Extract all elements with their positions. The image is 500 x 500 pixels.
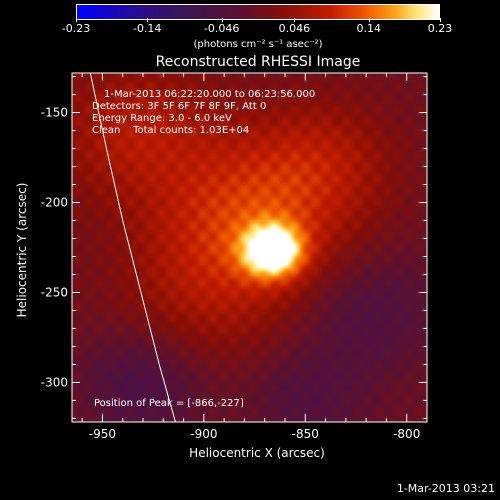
colorbar-tick-label: -0.14 — [132, 22, 162, 35]
colorbar-tick-label: 0.14 — [356, 22, 382, 35]
x-tick-label: -950 — [89, 427, 116, 441]
time-range-label: 1-Mar-2013 06:22:20.000 to 06:23:56.000 — [104, 89, 316, 100]
colorbar-tick-mark — [221, 18, 223, 22]
solar-limb-line — [89, 72, 176, 423]
peak-position-label: Position of Peak = [-866,-227] — [94, 398, 244, 409]
colorbar-tick-label: 0.23 — [427, 22, 453, 35]
colorbar-tick-mark — [294, 18, 296, 22]
y-tick-label: -300 — [41, 375, 68, 389]
colorbar-gradient — [76, 4, 440, 20]
colorbar-tick-mark — [147, 18, 149, 22]
colorbar — [76, 4, 440, 20]
x-tick-label: -900 — [190, 427, 217, 441]
chart-title: Reconstructed RHESSI Image — [155, 54, 361, 70]
heatmap-image — [72, 73, 427, 422]
clean-counts-label: Clean Total counts: 1.03E+04 — [92, 125, 250, 136]
colorbar-tick-label: -0.23 — [61, 22, 91, 35]
detectors-label: Detectors: 3F 5F 6F 7F 8F 9F, Att 0 — [92, 101, 267, 112]
energy-range-label: Energy Range: 3.0 - 6.0 keV — [92, 113, 232, 124]
y-axis-label: Heliocentric Y (arcsec) — [15, 182, 29, 318]
colorbar-tick-label: -0.046 — [203, 22, 240, 35]
y-tick-label: -150 — [41, 106, 68, 120]
colorbar-tick-mark — [368, 18, 370, 22]
colorbar-tick-label: 0.046 — [278, 22, 311, 35]
y-tick-label: -250 — [41, 285, 68, 299]
x-tick-label: -850 — [292, 427, 319, 441]
y-tick-label: -200 — [41, 196, 68, 210]
footer-date: 1-Mar-2013 03:21 — [396, 482, 495, 495]
colorbar-tick-mark — [440, 18, 441, 22]
x-axis-label: Heliocentric X (arcsec) — [189, 446, 325, 460]
plot-frame — [71, 72, 428, 423]
colorbar-tick-mark — [76, 18, 77, 22]
x-tick-label: -800 — [393, 427, 420, 441]
colorbar-units: (photons cm⁻² s⁻¹ asec⁻²) — [193, 39, 323, 50]
